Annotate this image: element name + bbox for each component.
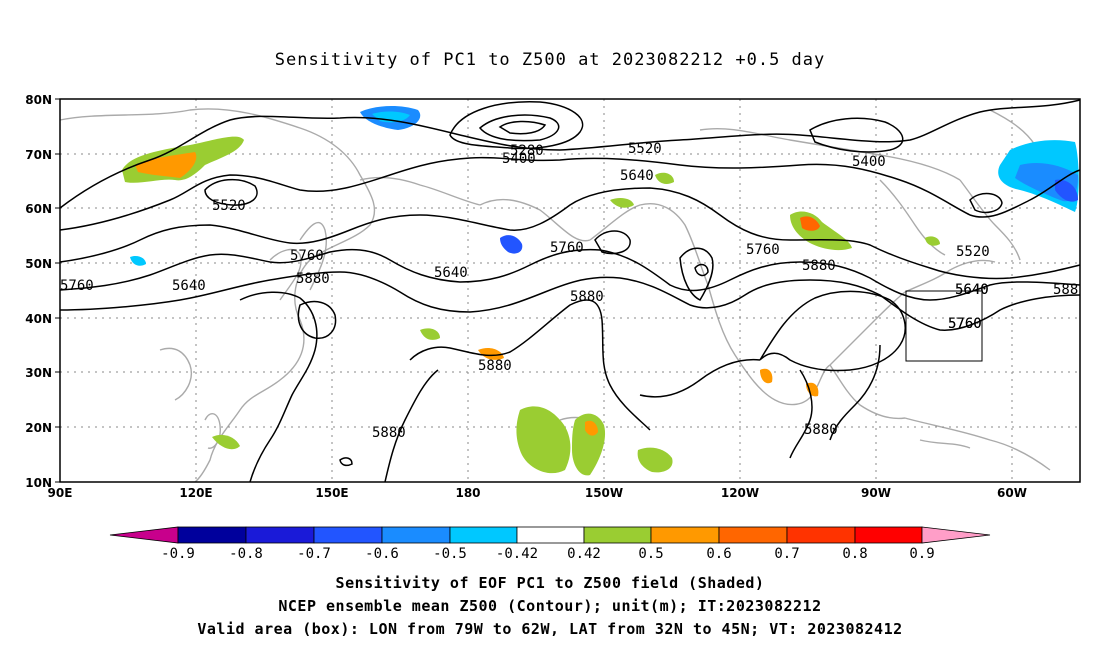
shade-blob [637,447,673,473]
lon-tick-label: 60W [997,486,1027,500]
z500-contours [59,99,1081,483]
contour-label: 5400 [852,154,886,170]
colorbar-swatch [177,526,247,544]
colorbar-swatch [583,526,652,544]
contour-label: 5760 [746,242,780,258]
colorbar-label: -0.6 [365,546,399,562]
colorbar-swatch [854,526,923,544]
colorbar-label: 0.8 [842,546,867,562]
colorbar-label: -0.5 [433,546,467,562]
contour-label: 5760 [948,316,982,332]
contour-label: 5640 [172,278,206,294]
shade-blob [212,434,240,450]
colorbar-swatch [516,526,585,544]
colorbar-label: -0.7 [297,546,331,562]
shade-blob [130,255,146,266]
shade-blob [655,172,674,184]
contour-label: 5760 [948,316,982,332]
lat-tick-label: 50N [25,257,52,271]
shade-blob [420,328,440,340]
shade-blob [500,235,523,254]
colorbar-low-arrow [109,526,179,544]
gridlines [60,99,1080,482]
colorbar-label: 0.6 [706,546,731,562]
lon-tick-label: 90E [48,486,73,500]
colorbar-swatch [718,526,788,544]
colorbar-swatch [313,526,383,544]
lat-tick-label: 80N [25,93,52,107]
contour-label: 5880 [478,358,512,374]
contour-label: 5640 [955,282,989,298]
colorbar-swatch [650,526,720,544]
colorbar-high-arrow [921,526,991,544]
contour-label: 5880 [296,271,330,287]
contour-label: 5880 [372,425,406,441]
colorbar-swatch [786,526,856,544]
lon-tick-label: 180 [455,486,480,500]
colorbar-label: 0.42 [567,546,601,562]
colorbar-label: -0.9 [161,546,195,562]
caption-line-3: Valid area (box): LON from 79W to 62W, L… [197,620,903,638]
lon-tick-label: 150W [585,486,623,500]
shade-blob [610,197,634,208]
coastlines [59,108,1071,483]
contour-label: 5760 [60,278,94,294]
shade-blob [800,216,820,231]
colorbar [109,526,991,544]
contour-label: 5760 [550,240,584,256]
lat-tick-label: 10N [25,476,52,490]
lon-tick-label: 90W [861,486,891,500]
shade-blob [1055,179,1078,202]
contour-label: 5880 [802,258,836,274]
colorbar-swatch [449,526,518,544]
contour-label: 5520 [956,244,990,260]
caption-line-2: NCEP ensemble mean Z500 (Contour); unit(… [278,597,822,615]
lon-tick-label: 120E [179,486,212,500]
contour-label: 5280 [510,143,544,159]
colorbar-label: 0.5 [638,546,663,562]
contour-label: 5640 [434,265,468,281]
shade-blob [806,382,819,397]
shade-blob [925,236,940,246]
lat-tick-label: 30N [25,366,52,380]
lon-tick-label: 150E [315,486,348,500]
colorbar-label: 0.7 [774,546,799,562]
colorbar-swatch [245,526,315,544]
contour-label: 5880 [804,422,838,438]
valid-area-box [905,290,983,362]
shade-blob [516,406,571,474]
colorbar-label: -0.8 [229,546,263,562]
contour-label: 5400 [502,151,536,167]
contour-label: 588 [1053,282,1078,298]
shade-blob [585,420,598,436]
lat-tick-label: 20N [25,421,52,435]
lon-tick-label: 120W [721,486,759,500]
contour-label: 5520 [212,198,246,214]
contour-label: 5520 [628,141,662,157]
lat-tick-label: 70N [25,148,52,162]
shade-blob [478,347,504,360]
contour-label: 5640 [620,168,654,184]
contour-label: 5640 [955,282,989,298]
contour-label: 5760 [290,248,324,264]
caption-line-1: Sensitivity of EOF PC1 to Z500 field (Sh… [335,574,765,592]
latitude-axis [55,98,60,483]
map-frame [59,98,1081,483]
colorbar-label: 0.9 [909,546,934,562]
lat-tick-label: 40N [25,312,52,326]
shade-blob [135,152,197,178]
sensitivity-shading [122,106,1079,476]
contour-label: 5880 [570,289,604,305]
map-title: Sensitivity of PC1 to Z500 at 2023082212… [274,50,826,70]
lat-tick-label: 60N [25,202,52,216]
shade-blob [760,368,773,384]
colorbar-swatch [381,526,451,544]
contour-labels: 5280 5400 5520 5640 5400 5520 5640 5760 … [60,141,1078,441]
colorbar-label: -0.42 [496,546,538,562]
